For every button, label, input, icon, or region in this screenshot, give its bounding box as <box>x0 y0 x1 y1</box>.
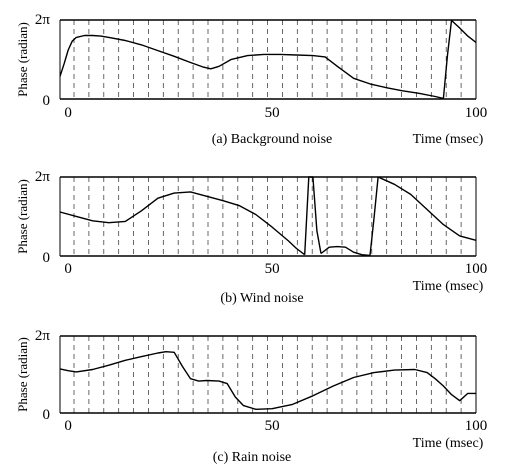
y-axis-label: Phase (radian) <box>15 179 30 254</box>
x-tick-label: 50 <box>265 418 280 434</box>
y-tick-label: 2π <box>35 328 51 344</box>
chart-caption: (b) Wind noise <box>220 291 303 306</box>
phase-series-line <box>320 245 371 257</box>
x-tick-label: 100 <box>465 418 488 434</box>
phase-series-line <box>59 34 444 100</box>
x-tick-label: 100 <box>465 261 488 277</box>
y-axis-label: Phase (radian) <box>15 22 30 97</box>
phase-series-line <box>442 20 453 99</box>
chart-caption: (c) Rain noise <box>213 450 292 465</box>
phase-chart-1: 0 2π 0 50 100 Phase (radian) (a) Background no… <box>15 12 487 147</box>
x-axis-label: Time (msec) <box>413 279 484 294</box>
y-tick-label: 0 <box>43 93 51 109</box>
x-tick-label: 50 <box>265 261 280 277</box>
x-axis-label: Time (msec) <box>413 132 484 147</box>
x-tick-label: 100 <box>465 105 488 121</box>
phase-series-line <box>59 191 306 256</box>
phase-series-line <box>304 176 322 255</box>
x-tick-label: 0 <box>64 261 72 277</box>
phase-series-line <box>451 19 477 43</box>
y-tick-label: 2π <box>35 169 51 185</box>
phase-chart-3: 0 2π 0 50 100 Phase (radian) (c) Rain noise Tim… <box>15 328 487 465</box>
y-tick-label: 0 <box>43 407 51 423</box>
x-tick-label: 50 <box>265 105 280 121</box>
phase-chart-2: 0 2π 0 50 100 Phase (radian) (b) Wind noise Tim… <box>15 169 487 306</box>
phase-series-line <box>59 351 476 410</box>
x-axis-label: Time (msec) <box>413 436 484 451</box>
y-axis-label: Phase (radian) <box>15 337 30 412</box>
y-tick-label: 0 <box>43 250 51 266</box>
x-tick-label: 0 <box>64 105 72 121</box>
chart-caption: (a) Background noise <box>212 132 333 147</box>
y-tick-label: 2π <box>35 12 51 28</box>
phase-series-line <box>369 176 379 256</box>
x-tick-label: 0 <box>64 418 72 434</box>
phase-series-line <box>377 176 477 241</box>
